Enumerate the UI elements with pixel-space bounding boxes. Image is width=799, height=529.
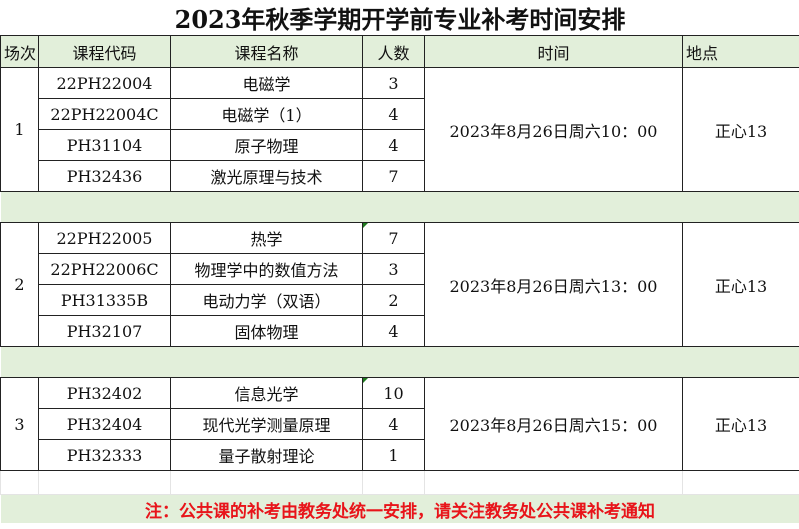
course-name: 电磁学 xyxy=(170,67,363,99)
course-name: 现代光学测量原理 xyxy=(170,408,363,440)
exam-place: 正心13 xyxy=(681,67,799,192)
course-name: 固体物理 xyxy=(170,315,363,347)
student-count: 10 xyxy=(362,377,425,409)
student-count: 2 xyxy=(362,284,425,316)
student-count: 4 xyxy=(362,408,425,440)
header-row: 场次 课程代码 课程名称 人数 时间 地点 xyxy=(0,35,799,68)
header-session: 场次 xyxy=(0,35,39,68)
course-name: 量子散射理论 xyxy=(170,439,363,471)
header-count: 人数 xyxy=(362,35,425,68)
course-code: PH32107 xyxy=(38,315,171,347)
header-name: 课程名称 xyxy=(170,35,363,68)
course-code: PH32436 xyxy=(38,160,171,192)
header-time: 时间 xyxy=(424,35,683,68)
student-count: 4 xyxy=(362,98,425,130)
note: 注：公共课的补考由教务处统一安排，请关注教务处公共课补考通知 xyxy=(0,494,799,523)
student-count: 4 xyxy=(362,129,425,161)
student-count: 3 xyxy=(362,253,425,285)
exam-time: 2023年8月26日周六13：00 xyxy=(424,222,683,347)
course-row: PH32404 现代光学测量原理 4 xyxy=(1,408,799,440)
course-row: 1 22PH22004 电磁学 3 2023年8月26日周六10：00 正心13 xyxy=(0,67,799,192)
course-code: 22PH22004C xyxy=(38,98,171,130)
student-count: 4 xyxy=(362,315,425,347)
exam-time: 2023年8月26日周六10：00 xyxy=(424,67,683,192)
exam-place: 正心13 xyxy=(681,377,799,471)
course-row: PH31335B 电动力学（双语） 2 xyxy=(1,284,799,316)
course-code: PH31335B xyxy=(38,284,171,316)
separator-row xyxy=(0,346,799,378)
student-count: 7 xyxy=(362,222,425,254)
course-name: 原子物理 xyxy=(170,129,363,161)
course-code: PH32333 xyxy=(38,439,171,471)
header-code: 课程代码 xyxy=(38,35,171,68)
student-count: 7 xyxy=(362,160,425,192)
session-number: 2 xyxy=(0,222,39,347)
course-code: 22PH22006C xyxy=(38,253,171,285)
exam-time: 2023年8月26日周六15：00 xyxy=(424,377,683,471)
header-place: 地点 xyxy=(681,35,799,68)
course-row: 2 22PH22005 热学 7 2023年8月26日周六13：00 正心13 xyxy=(0,222,799,347)
course-name: 激光原理与技术 xyxy=(170,160,363,192)
student-count: 3 xyxy=(362,67,425,99)
course-row: 3 PH32402 信息光学 10 2023年8月26日周六15：00 正心13 xyxy=(0,377,799,471)
student-count: 1 xyxy=(362,439,425,471)
course-name: 热学 xyxy=(170,222,363,254)
course-name: 物理学中的数值方法 xyxy=(170,253,363,285)
separator-row xyxy=(0,191,799,223)
course-code: PH32402 xyxy=(38,377,171,409)
session-number: 1 xyxy=(0,67,39,192)
course-name: 电磁学（1） xyxy=(170,98,363,130)
course-code: PH31104 xyxy=(38,129,171,161)
session-number: 3 xyxy=(0,377,39,471)
course-code: 22PH22004 xyxy=(38,67,171,99)
course-code: PH32404 xyxy=(38,408,171,440)
page-title: 2023年秋季学期开学前专业补考时间安排 xyxy=(0,0,799,36)
course-name: 信息光学 xyxy=(170,377,363,409)
course-name: 电动力学（双语） xyxy=(170,284,363,316)
exam-place: 正心13 xyxy=(681,222,799,347)
course-row: 22PH22004C 电磁学（1） 4 xyxy=(1,98,799,130)
course-code: 22PH22005 xyxy=(38,222,171,254)
course-row: 22PH22006C 物理学中的数值方法 3 xyxy=(1,253,799,285)
course-row: PH32436 激光原理与技术 7 xyxy=(1,160,799,192)
